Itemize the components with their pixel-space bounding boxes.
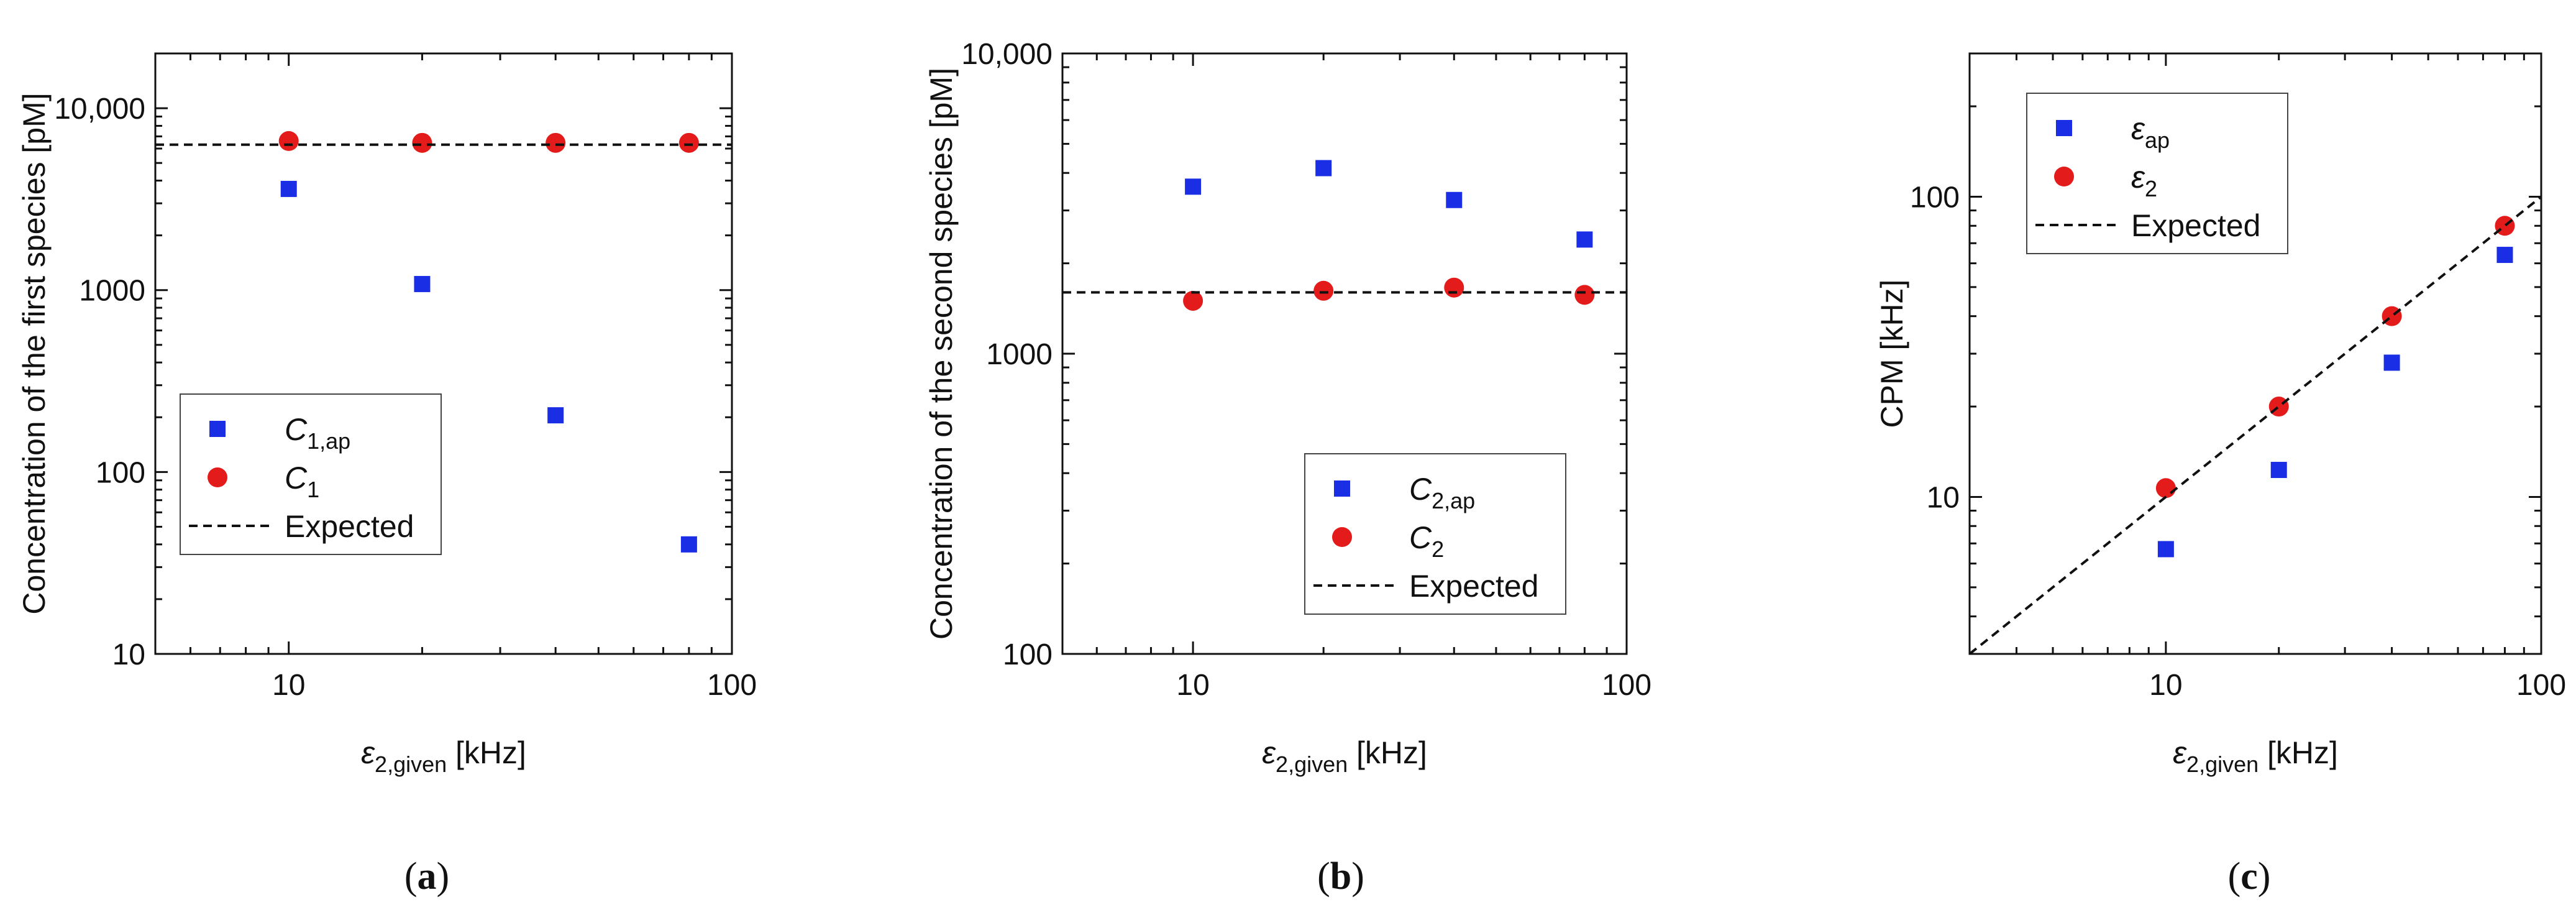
legend-label: Expected	[1409, 569, 1538, 604]
y-tick-label: 10,000	[54, 93, 145, 126]
legend-label: C2	[1409, 520, 1444, 562]
chart-panel-a: 10 100 10 100 1000 10,000 ε2,given [kHz] Concen…	[17, 52, 757, 898]
data-point-square	[414, 275, 431, 292]
y-tick-label: 100	[1003, 638, 1053, 671]
data-point-circle	[546, 132, 566, 153]
x-axis-label: ε2,given [kHz]	[361, 735, 526, 777]
x-tick-label: 100	[2516, 669, 2566, 702]
x-axis-label: ε2,given [kHz]	[1262, 735, 1427, 777]
chart-panel-c: 10 100 10 100 ε2,given [kHz] CPM [kHz] εap ε2 Ex…	[1875, 52, 2566, 898]
panel-label: (a)	[404, 855, 449, 898]
legend-label: C1,ap	[285, 412, 350, 454]
legend-label: ε2	[2131, 160, 2157, 201]
legend-label: C2,ap	[1409, 472, 1475, 513]
data-point-square	[2157, 541, 2174, 558]
x-axis-label: ε2,given [kHz]	[2173, 735, 2338, 777]
data-point-square	[1446, 191, 1463, 208]
y-tick-label: 1000	[79, 275, 145, 308]
data-point-circle	[1313, 280, 1334, 301]
legend: εap ε2 Expected	[2026, 93, 2288, 254]
y-tick-label: 10	[1927, 481, 1960, 514]
legend-label: Expected	[285, 509, 414, 544]
y-axis-label: CPM [kHz]	[1875, 280, 1909, 428]
legend-marker-circle	[2054, 167, 2074, 186]
legend-marker-circle	[1332, 527, 1352, 547]
y-axis-label: Concentration of the second species [pM]	[924, 68, 959, 640]
y-axis-label: Concentration of the first species [pM]	[17, 93, 52, 614]
x-tick-label: 100	[1602, 669, 1651, 702]
x-tick-label: 10	[2149, 669, 2182, 702]
data-layer	[1970, 195, 2541, 654]
expected-line	[1970, 195, 2541, 654]
legend: C1,ap C1 Expected	[180, 393, 442, 555]
legend-marker-square	[2056, 120, 2072, 136]
data-point-square	[280, 180, 297, 197]
data-point-square	[680, 536, 697, 553]
panel-label: (c)	[2228, 855, 2271, 898]
legend-label: Expected	[2131, 208, 2260, 243]
data-point-square	[1576, 231, 1593, 248]
plot-frame	[154, 52, 733, 655]
legend-label: εap	[2131, 111, 2170, 153]
data-point-circle	[412, 132, 432, 153]
panel-label: (b)	[1317, 855, 1364, 898]
data-layer	[1062, 160, 1627, 311]
legend: C2,ap C2 Expected	[1304, 453, 1566, 615]
y-tick-label: 1000	[986, 338, 1053, 371]
data-point-square	[547, 407, 564, 424]
data-point-square	[1185, 178, 1202, 195]
y-tick-label: 10,000	[961, 38, 1053, 71]
legend-marker-square	[209, 421, 226, 437]
x-tick-label: 10	[1176, 669, 1209, 702]
y-tick-label: 100	[96, 456, 145, 489]
data-point-circle	[1574, 285, 1595, 305]
legend-marker-square	[1334, 480, 1350, 497]
legend-label: C1	[285, 461, 319, 502]
data-point-square	[2270, 462, 2287, 479]
data-point-square	[1315, 160, 1332, 177]
data-point-circle	[1183, 290, 1204, 311]
data-layer	[155, 131, 732, 553]
data-point-circle	[678, 132, 699, 153]
chart-panel-b: 10 100 100 1000 10,000 ε2,given [kHz] Concentr…	[924, 38, 1651, 898]
y-tick-label: 100	[1910, 181, 1960, 214]
data-point-square	[2383, 354, 2400, 371]
x-tick-label: 100	[707, 669, 757, 702]
data-point-square	[2496, 247, 2513, 264]
y-tick-label: 10	[112, 638, 145, 671]
legend-marker-circle	[208, 467, 227, 487]
data-point-circle	[278, 131, 299, 151]
x-tick-label: 10	[272, 669, 305, 702]
data-point-circle	[2155, 478, 2176, 499]
data-point-circle	[1444, 277, 1464, 298]
